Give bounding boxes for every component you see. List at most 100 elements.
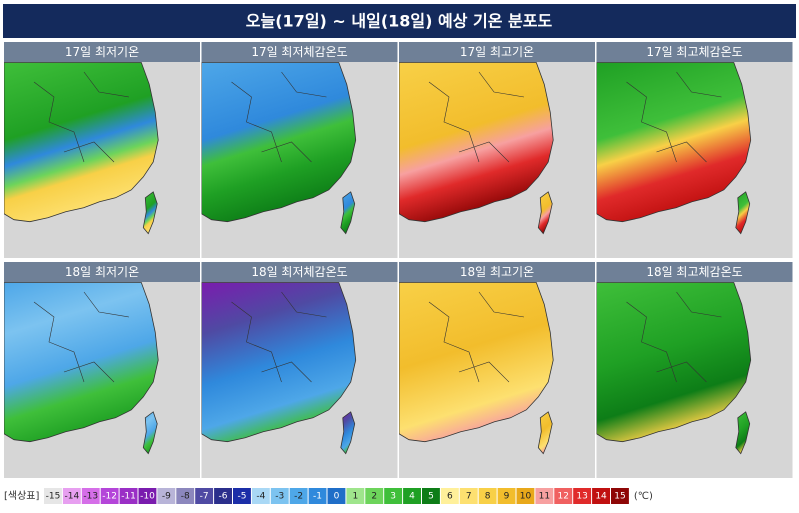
- panel-header: [201, 262, 398, 282]
- borders: [231, 71, 327, 163]
- legend-value: 13: [576, 492, 587, 502]
- panel-header: [596, 262, 793, 282]
- legend-value: -14: [64, 492, 79, 502]
- legend-value: -11: [121, 492, 136, 502]
- legend-value: -10: [140, 492, 155, 502]
- map-panel: 18일 최고체감온도: [596, 262, 793, 478]
- legend-swatch: [233, 488, 251, 504]
- panel-title: 17일 최고기온: [460, 45, 534, 59]
- legend-value: 14: [595, 492, 607, 502]
- legend-label: [색상표]: [4, 490, 40, 502]
- legend-unit: (℃): [634, 491, 653, 502]
- panel-header: [4, 42, 200, 62]
- legend-swatch: [497, 488, 516, 504]
- legend-swatch: [573, 488, 592, 504]
- legend-value: 7: [466, 492, 472, 502]
- legend-swatch: [554, 488, 573, 504]
- legend-value: 11: [539, 492, 550, 502]
- legend-value: -4: [256, 492, 265, 502]
- legend-swatch: [195, 488, 214, 504]
- legend-value: -12: [102, 492, 117, 502]
- legend-swatch: [308, 488, 327, 504]
- legend-swatch: [62, 488, 81, 504]
- legend-swatch: [611, 488, 629, 504]
- legend-value: 2: [371, 492, 377, 502]
- legend-swatch: [138, 488, 157, 504]
- legend-swatch: [157, 488, 176, 504]
- legend-swatch: [459, 488, 478, 504]
- map-panel: 17일 최저체감온도: [201, 42, 398, 258]
- map-panel: 17일 최고체감온도: [596, 42, 793, 258]
- panel-title: 18일 최저기온: [65, 265, 139, 279]
- panel-header: [399, 262, 595, 282]
- borders: [33, 71, 130, 163]
- borders: [626, 291, 722, 383]
- panel-header: [399, 42, 595, 62]
- legend-value: -2: [294, 492, 303, 502]
- borders: [626, 71, 722, 163]
- legend: [색상표] -15 -14 -13 -12 -11 -10 -9 -8 -7 -6 -5 -4 -3 -2-…: [4, 488, 653, 504]
- legend-value: -5: [237, 492, 246, 502]
- legend-swatch: [270, 488, 289, 504]
- legend-swatch: [81, 488, 100, 504]
- legend-value: -7: [200, 492, 209, 502]
- legend-value: -6: [219, 492, 228, 502]
- legend-value: 9: [504, 492, 510, 502]
- map-panel: 17일 최저기온: [4, 42, 200, 258]
- legend-value: 4: [409, 492, 415, 502]
- legend-value: 10: [520, 492, 532, 502]
- borders: [33, 291, 130, 383]
- legend-swatch: [384, 488, 403, 504]
- legend-swatch: [327, 488, 346, 504]
- legend-swatch: [346, 488, 365, 504]
- legend-swatch: [44, 488, 62, 504]
- legend-value: -13: [83, 492, 98, 502]
- legend-value: 8: [485, 492, 491, 502]
- borders: [428, 291, 525, 383]
- legend-value: -1: [313, 492, 322, 502]
- legend-value: 6: [447, 492, 453, 502]
- map-panel: 18일 최저체감온도: [201, 262, 398, 478]
- panel-title: 18일 최고체감온도: [646, 265, 742, 279]
- legend-swatch: [516, 488, 535, 504]
- legend-swatch: [535, 488, 554, 504]
- legend-swatch: [100, 488, 119, 504]
- legend-value: -9: [162, 492, 171, 502]
- map-panel: 17일 최고기온: [399, 42, 595, 258]
- panel-header: [4, 262, 200, 282]
- legend-swatch: [478, 488, 497, 504]
- legend-swatch: [365, 488, 384, 504]
- legend-value: 15: [614, 492, 625, 502]
- legend-swatch: [119, 488, 138, 504]
- legend-value: 0: [334, 492, 340, 502]
- legend-value: 1: [352, 492, 358, 502]
- legend-swatch: [440, 488, 459, 504]
- legend-value: -15: [46, 492, 61, 502]
- legend-value: -8: [181, 492, 190, 502]
- legend-swatch: [289, 488, 308, 504]
- map-panel: 18일 최고기온: [399, 262, 595, 478]
- page-title: 오늘(17일) ~ 내일(18일) 예상 기온 분포도: [246, 12, 553, 31]
- legend-swatch: [592, 488, 610, 504]
- borders: [231, 291, 327, 383]
- panel-title: 18일 최고기온: [460, 265, 534, 279]
- legend-swatch: [251, 488, 270, 504]
- legend-swatch: [176, 488, 195, 504]
- legend-value: 5: [428, 492, 434, 502]
- legend-swatch: [403, 488, 421, 504]
- panel-header: [596, 42, 793, 62]
- panel-title: 17일 최고체감온도: [646, 45, 742, 59]
- panel-title: 17일 최저기온: [65, 45, 139, 59]
- legend-value: -3: [275, 492, 284, 502]
- panel-title: 18일 최저체감온도: [251, 265, 347, 279]
- legend-value: 12: [558, 492, 569, 502]
- legend-swatch: [214, 488, 232, 504]
- legend-value: 3: [390, 492, 396, 502]
- borders: [428, 71, 525, 163]
- panel-title: 17일 최저체감온도: [251, 45, 347, 59]
- map-panel: 18일 최저기온: [4, 262, 200, 478]
- title-bar: [3, 4, 796, 38]
- panel-header: [201, 42, 398, 62]
- panels: 17일 최저기온 17일 최저체감온도 17일 최고기온 17일 최고체감온도 18일 …: [4, 42, 793, 478]
